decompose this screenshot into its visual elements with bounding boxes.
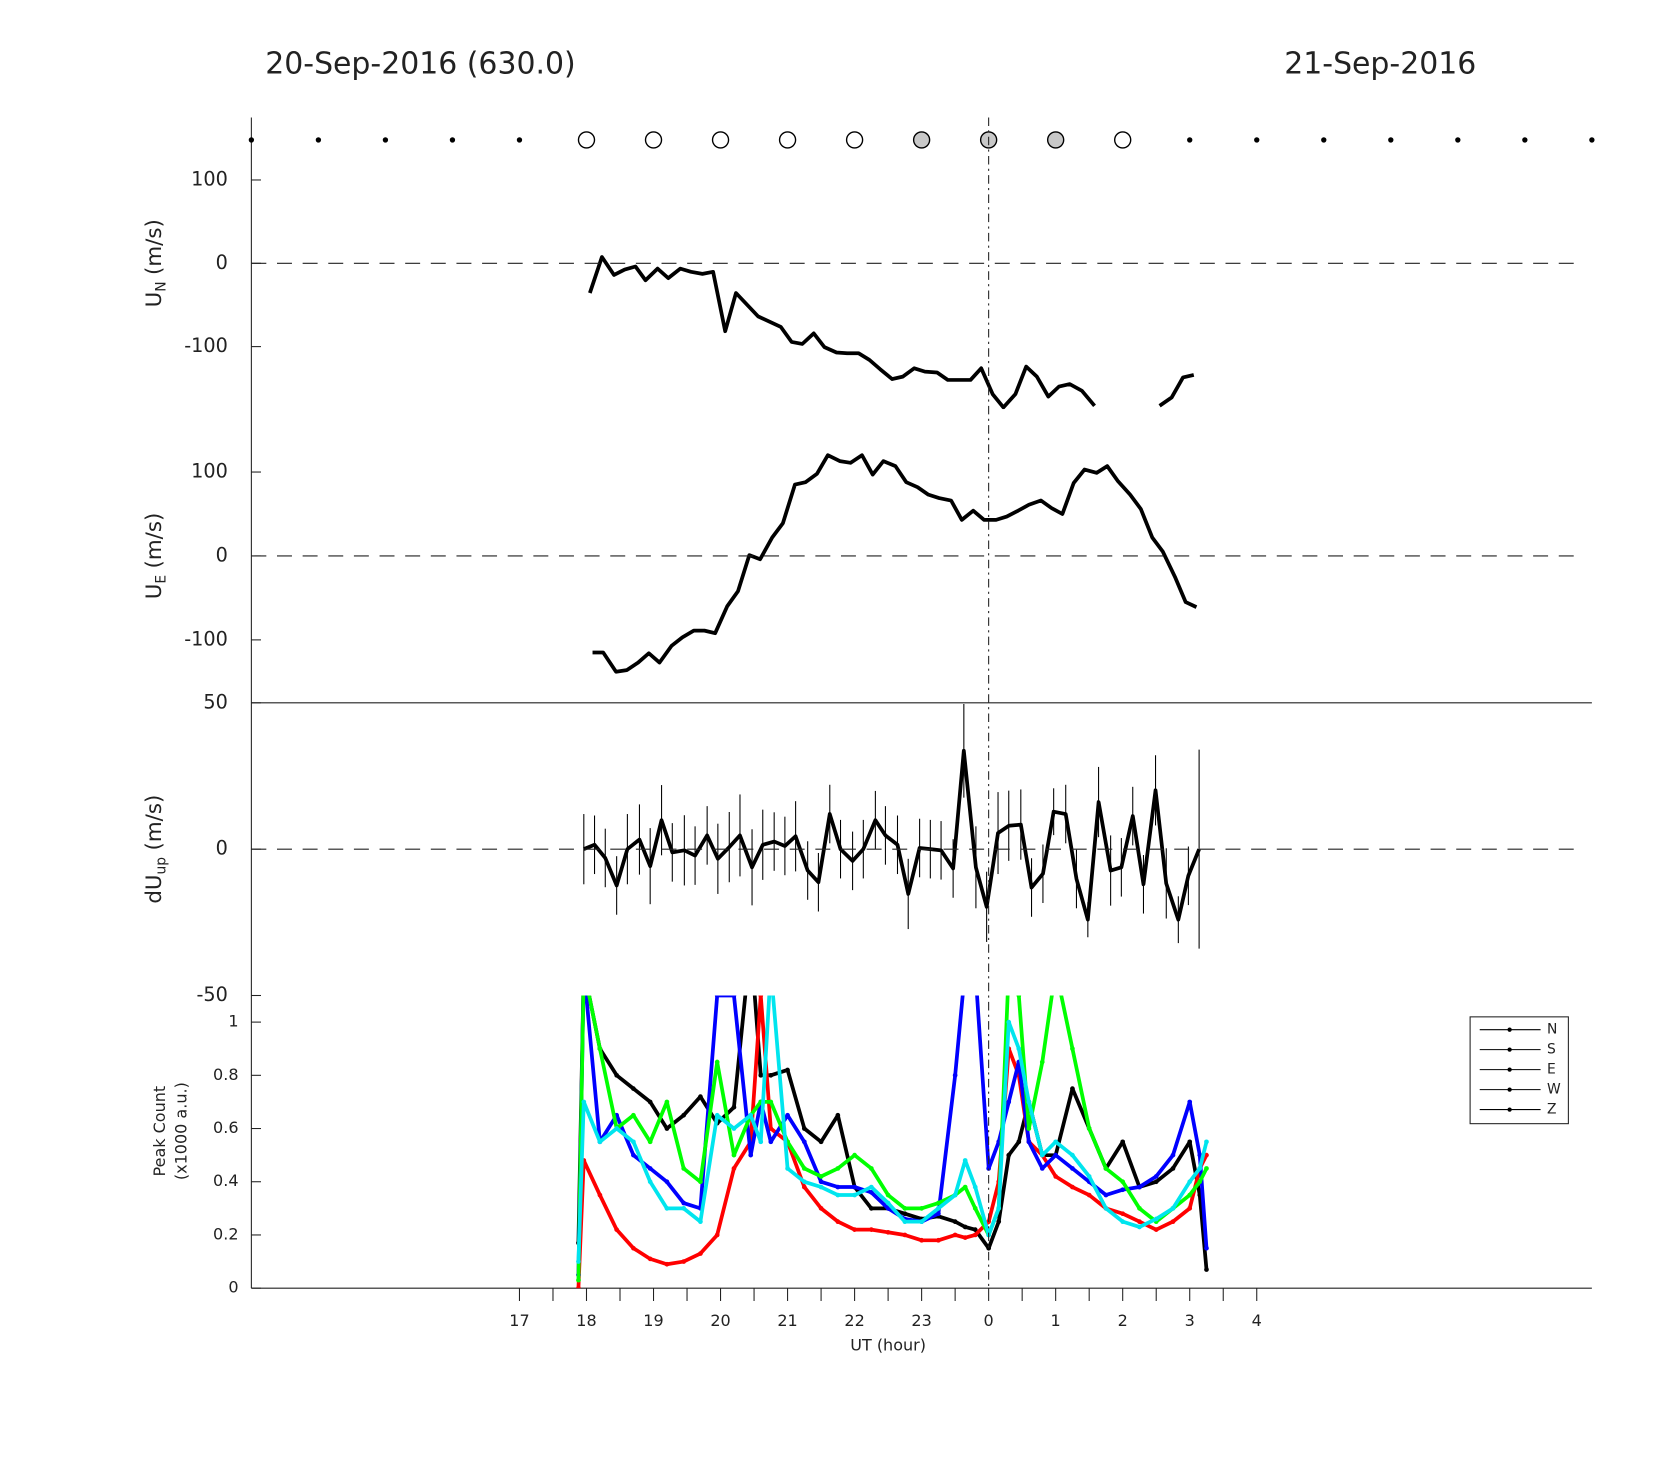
x-tick-label: 17 [509,1311,529,1330]
data-line [592,453,1198,674]
legend-dot [1507,1027,1512,1032]
y-tick-label: 0.4 [213,1171,238,1190]
y-label-main: dU [142,874,167,903]
day-marker [1589,137,1595,143]
y-tick-label: 1 [228,1012,238,1031]
day-marker [449,137,456,143]
y-tick-label: -100 [184,627,228,650]
y-tick-label: 50 [203,690,227,713]
y-tick-label: 0.6 [213,1118,238,1137]
hour-marker [1113,131,1132,149]
x-tick-label: 4 [1252,1311,1262,1330]
legend-label: S [1547,1042,1556,1058]
data-line [588,255,1195,410]
x-tick-label: 1 [1051,1311,1061,1330]
day-marker [1455,137,1461,143]
legend-label: E [1547,1062,1556,1078]
day-marker [1522,137,1528,143]
hour-marker [912,131,931,149]
y-axis-label: dUup (m/s) [142,795,169,904]
y-tick-label: 0 [228,1278,238,1297]
day-marker [516,137,523,143]
chart-title-right: 21-Sep-2016 [1284,47,1476,82]
y-tick-label: 0 [216,543,228,566]
x-tick-label: 23 [911,1311,931,1330]
y-tick-label: 100 [191,167,228,190]
plot-area [576,995,1209,1289]
y-tick-label: 100 [191,460,228,483]
x-tick-label: 22 [844,1311,864,1330]
y-label-sub: N [154,281,170,291]
y-label-unit: (m/s) [142,219,167,275]
y-label-sub: up [154,857,170,875]
legend-label: Z [1547,1102,1557,1118]
data-line [583,748,1201,922]
legend-dot [1507,1067,1512,1072]
day-marker [315,137,322,143]
x-tick-label: 19 [643,1311,663,1330]
day-marker [1388,137,1394,143]
day-marker [1187,137,1193,143]
hour-marker [778,131,797,149]
hour-marker [577,131,596,149]
day-marker [248,137,255,143]
y-label-sub: E [154,575,170,584]
day-marker [1254,137,1260,143]
y-tick-label: 0 [216,837,228,860]
plot-area [592,453,1198,674]
data-line [576,995,1209,1262]
x-tick-label: 0 [984,1311,994,1330]
y-label-unit: (m/s) [142,513,167,569]
y-axis-label: (x1000 a.u.) [171,1082,190,1180]
y-axis-label: UN (m/s) [142,219,169,307]
x-tick-label: 18 [576,1311,596,1330]
y-tick-label: 0.2 [213,1224,238,1243]
legend-label: W [1547,1082,1561,1098]
hour-marker [845,131,864,149]
legend-dot [1507,1107,1512,1112]
legend-dot [1507,1087,1512,1092]
day-marker [382,137,389,143]
plot-area [583,704,1201,949]
y-tick-label: 0 [216,251,228,274]
y-tick-label: -50 [196,983,227,1006]
plot-area [588,255,1195,410]
legend-box [1469,1016,1569,1125]
chart-title: 20-Sep-2016 (630.0) [265,47,575,82]
legend-dot [1507,1047,1512,1052]
y-label-main: U [142,292,167,308]
hour-marker [644,131,663,149]
y-tick-label: -100 [184,334,228,357]
y-axis-label: UE (m/s) [142,513,169,600]
x-tick-label: 21 [777,1311,797,1330]
hour-marker [711,131,730,149]
y-axis-label: Peak Count [150,1086,169,1177]
day-marker [1321,137,1327,143]
x-tick-label: 2 [1118,1311,1128,1330]
data-line [576,995,1209,1281]
y-label-unit: (m/s) [142,795,167,851]
x-tick-label: 3 [1185,1311,1195,1330]
hour-marker [1046,131,1065,149]
y-label-main: U [142,584,167,600]
x-axis-label: UT (hour) [850,1335,926,1354]
y-tick-label: 0.8 [213,1065,238,1084]
x-tick-label: 20 [710,1311,730,1330]
legend-label: N [1547,1022,1557,1038]
